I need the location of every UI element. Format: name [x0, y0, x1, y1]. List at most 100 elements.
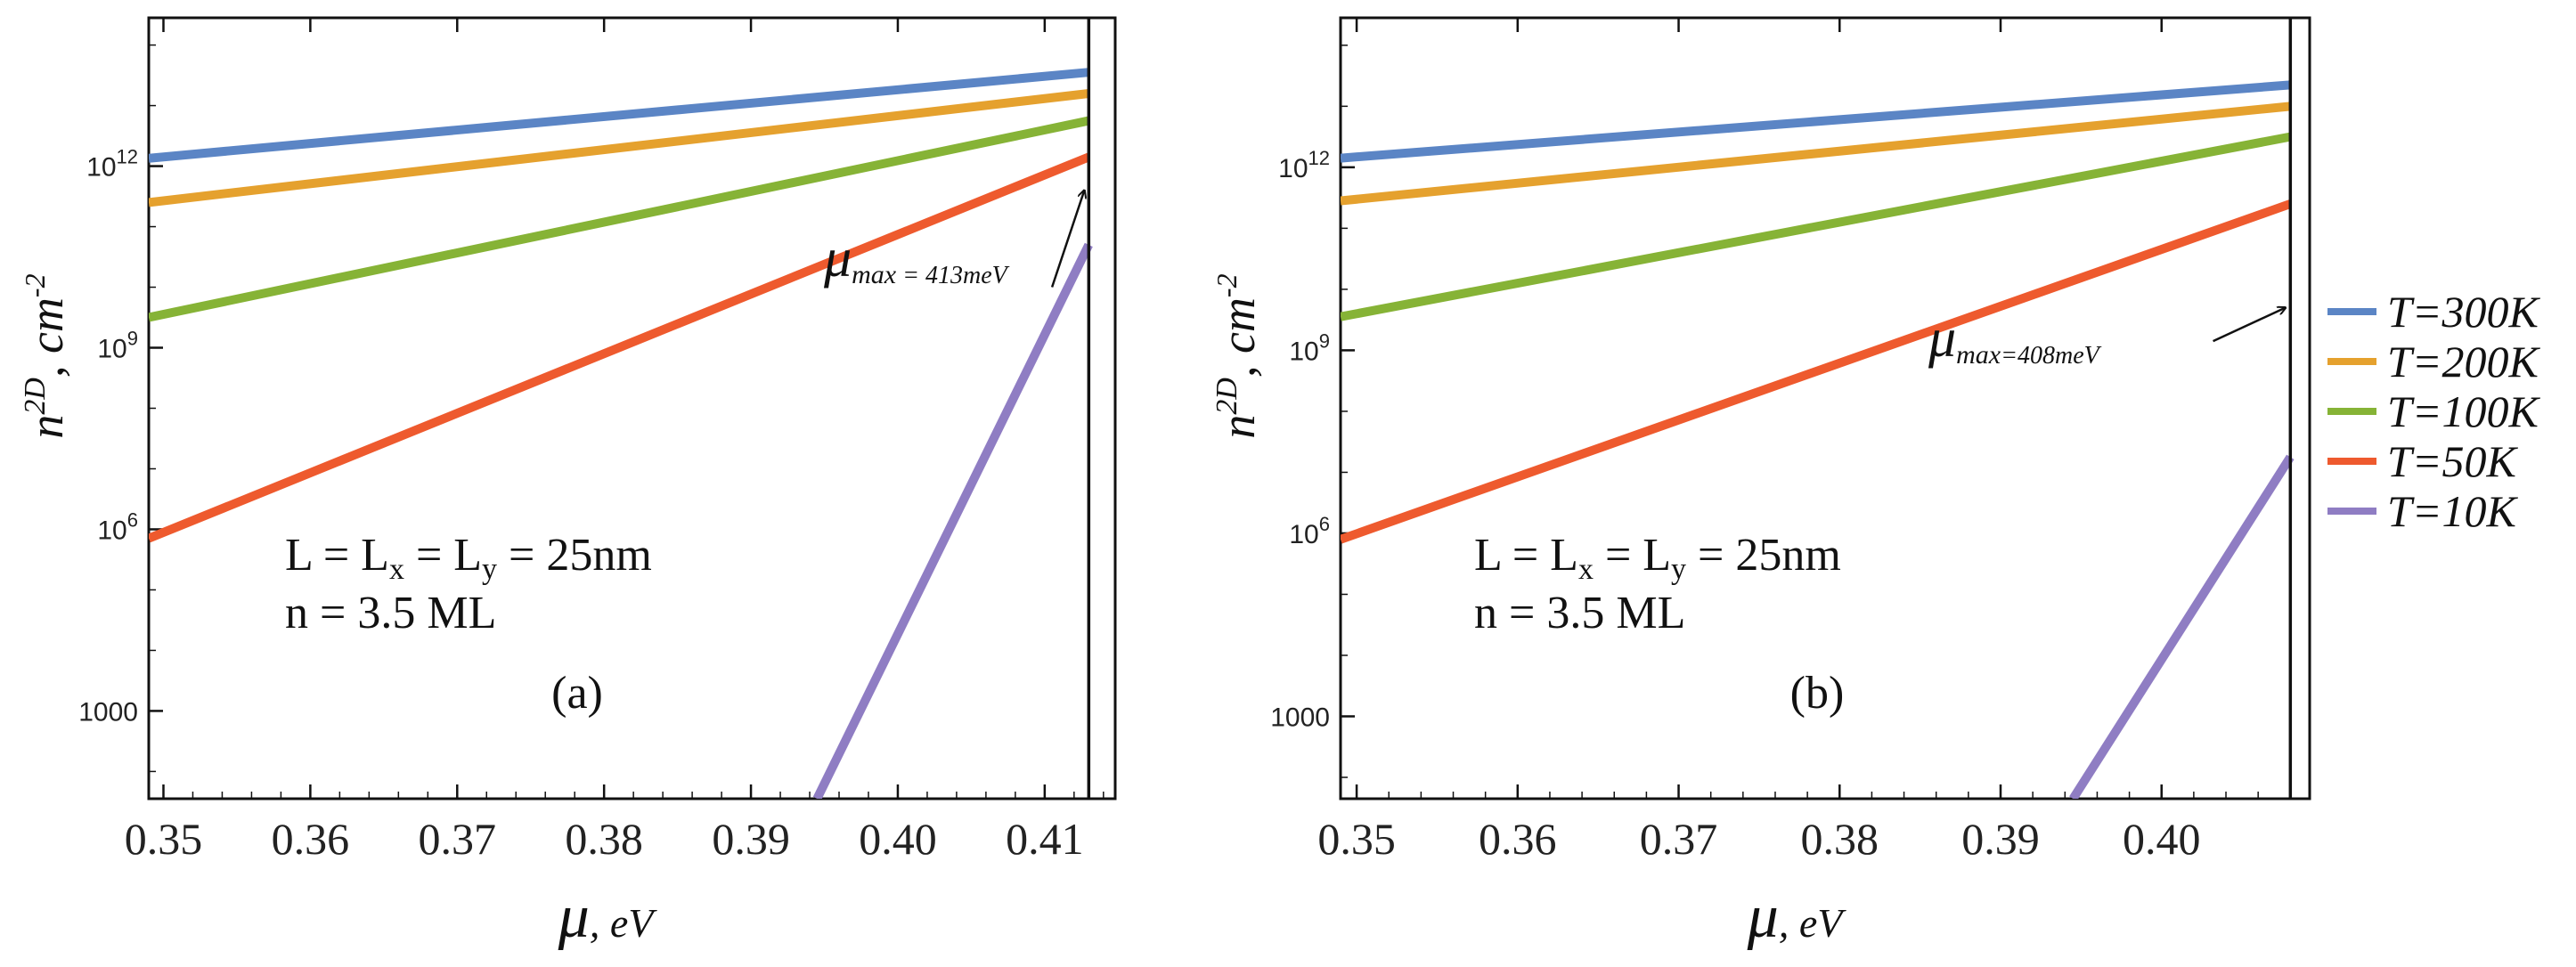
panel-a: 0.35 0.36 0.37 0.38 0.39 0.40 0.41100010610910… — [19, 16, 1117, 951]
annotation-sub-x: x — [1578, 553, 1594, 586]
y-tick-base: 1000 — [78, 697, 138, 727]
mu-max-label: μmax = 413meV — [823, 228, 1010, 289]
y-label-n: n — [1211, 415, 1265, 439]
y-axis-label: n2D, cm-2 — [1211, 273, 1265, 438]
series-line-t300 — [149, 68, 1089, 163]
x-tick-label: 0.38 — [1801, 814, 1879, 864]
y-label-unit-sup: -2 — [1211, 273, 1243, 297]
y-tick-base: 1000 — [1270, 703, 1330, 733]
x-label-mu: μ — [558, 882, 590, 951]
mu-max-symbol: μ — [823, 228, 852, 288]
y-tick-base: 10 — [97, 516, 126, 545]
x-tick-label: 0.36 — [1479, 814, 1557, 864]
x-tick-label: 0.37 — [1640, 814, 1718, 864]
y-label-sup: 2D — [1211, 378, 1243, 415]
series-group — [1341, 80, 2295, 799]
y-label-unit: , cm — [20, 297, 73, 378]
y-tick-base: 10 — [97, 335, 126, 364]
y-tick-label: 106 — [1289, 513, 1330, 549]
y-tick-exponent: 12 — [1308, 147, 1330, 169]
legend-label-t300: T=300K — [2387, 287, 2541, 337]
x-tick-label: 0.41 — [1006, 814, 1084, 864]
legend-label-t200: T=200K — [2387, 337, 2541, 386]
y-label-n: n — [20, 415, 73, 439]
mu-max-sub: max — [852, 260, 897, 289]
annotation-sub-y: y — [1671, 553, 1686, 586]
annotation-sub-y: y — [482, 553, 497, 586]
x-tick-label: 0.38 — [565, 814, 643, 864]
annotation-dimensions: L = Lx = Ly = 25nm — [285, 530, 652, 586]
x-tick-label: 0.37 — [419, 814, 497, 864]
x-label-mu: μ — [1747, 882, 1779, 951]
x-axis-label: μ, eV — [558, 882, 658, 951]
series-line-t100 — [149, 116, 1090, 322]
annotation-dimensions: L = Lx = Ly = 25nm — [1474, 530, 1841, 586]
mu-max-value: = 413meV — [896, 262, 1010, 289]
x-tick-label: 0.40 — [859, 814, 937, 864]
plot-frame — [1339, 16, 2311, 800]
legend-label-t10: T=10K — [2387, 486, 2519, 536]
y-tick-label: 1012 — [86, 146, 138, 183]
series-line-t50 — [149, 152, 1091, 543]
y-tick-base: 10 — [1289, 520, 1318, 549]
annotation-part: = 25nm — [1686, 530, 1841, 581]
y-tick-base: 10 — [86, 153, 116, 183]
y-label-sup: 2D — [19, 378, 52, 415]
annotation-part: = 25nm — [497, 530, 652, 581]
y-label-unit-sup: -2 — [19, 273, 51, 297]
series-line-t200 — [149, 89, 1089, 207]
x-tick-label: 0.40 — [2123, 814, 2201, 864]
x-tick-label: 0.36 — [272, 814, 350, 864]
mu-max-arrow — [1050, 191, 1084, 288]
y-axis-label: n2D, cm-2 — [19, 273, 73, 438]
mu-max-value: =408meV — [2001, 342, 2102, 370]
mu-max-symbol: μ — [1928, 308, 1956, 369]
x-tick-label: 0.35 — [1317, 814, 1396, 864]
y-label-unit: , cm — [1211, 297, 1265, 378]
panel-label: (a) — [551, 668, 603, 719]
x-label-unit: , eV — [590, 900, 657, 946]
y-tick-label: 1012 — [1278, 147, 1330, 183]
x-axis-label: μ, eV — [1747, 882, 1847, 951]
legend-label-t100: T=100K — [2387, 386, 2541, 436]
y-tick-exponent: 6 — [1319, 513, 1330, 535]
annotation-layers: n = 3.5 ML — [285, 588, 496, 638]
plot-frame — [147, 16, 1117, 800]
y-tick-exponent: 12 — [117, 146, 138, 168]
panel-label: (b) — [1790, 668, 1845, 719]
y-tick-label: 109 — [1289, 329, 1330, 366]
series-group — [149, 68, 1093, 799]
annotation-sub-x: x — [389, 553, 404, 586]
y-tick-label: 1000 — [78, 697, 138, 727]
y-tick-base: 10 — [1278, 154, 1308, 183]
mu-max-arrow — [2213, 307, 2286, 343]
series-line-t100 — [1341, 132, 2292, 321]
panel-b: 0.35 0.36 0.37 0.38 0.39 0.4010001061091012μm… — [1211, 16, 2311, 951]
series-line-t10 — [812, 242, 1093, 799]
y-tick-base: 10 — [1289, 337, 1318, 366]
annotation-part: L = L — [285, 530, 389, 581]
mu-max-label: μmax=408meV — [1928, 308, 2102, 370]
y-tick-label: 1000 — [1270, 703, 1330, 733]
x-tick-label: 0.35 — [125, 814, 203, 864]
annotation-layers: n = 3.5 ML — [1474, 588, 1685, 638]
y-tick-exponent: 9 — [127, 328, 138, 350]
series-line-t50 — [1341, 199, 2292, 544]
y-tick-exponent: 6 — [127, 508, 138, 531]
annotation-part: = L — [1594, 530, 1671, 581]
annotation-part: L = L — [1474, 530, 1578, 581]
y-tick-label: 106 — [97, 508, 138, 545]
x-tick-label: 0.39 — [712, 814, 790, 864]
x-label-unit: , eV — [1779, 900, 1846, 946]
series-line-t200 — [1341, 102, 2291, 206]
mu-max-sub: max — [1956, 340, 2001, 370]
x-tick-label: 0.39 — [1961, 814, 2040, 864]
y-tick-exponent: 9 — [1319, 329, 1330, 352]
legend-label-t50: T=50K — [2387, 436, 2519, 486]
series-line-t10 — [2069, 454, 2295, 799]
annotation-part: = L — [404, 530, 482, 581]
series-line-t300 — [1341, 80, 2291, 163]
y-tick-label: 109 — [97, 328, 138, 364]
